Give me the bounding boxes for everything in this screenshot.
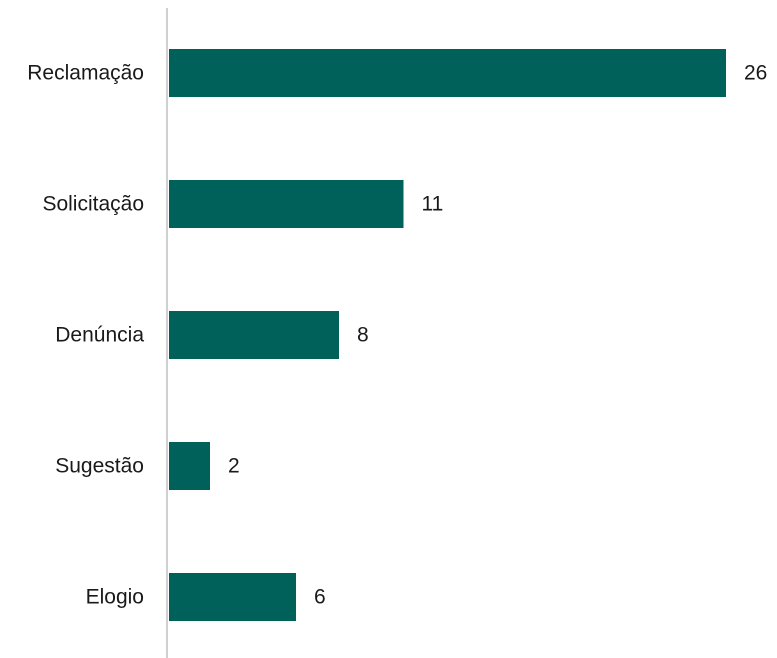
value-label-sugestao: 2 — [228, 455, 240, 478]
bar-solicitacao — [169, 180, 404, 228]
category-label-sugestao: Sugestão — [55, 455, 144, 478]
category-label-reclamacao: Reclamação — [27, 62, 144, 85]
value-label-solicitacao: 11 — [422, 193, 444, 216]
bar-sugestao — [169, 442, 210, 490]
value-label-reclamacao: 26 — [744, 62, 767, 85]
value-label-denuncia: 8 — [357, 324, 369, 347]
value-label-elogio: 6 — [314, 586, 326, 609]
bar-reclamacao — [169, 49, 726, 97]
bar-denuncia — [169, 311, 339, 359]
category-labels-group: Reclamação Solicitação Denúncia Sugestão Elo… — [27, 62, 144, 609]
bars-group — [169, 49, 726, 621]
category-label-elogio: Elogio — [86, 586, 144, 609]
bar-elogio — [169, 573, 296, 621]
category-label-solicitacao: Solicitação — [42, 193, 144, 216]
category-label-denuncia: Denúncia — [55, 324, 144, 347]
